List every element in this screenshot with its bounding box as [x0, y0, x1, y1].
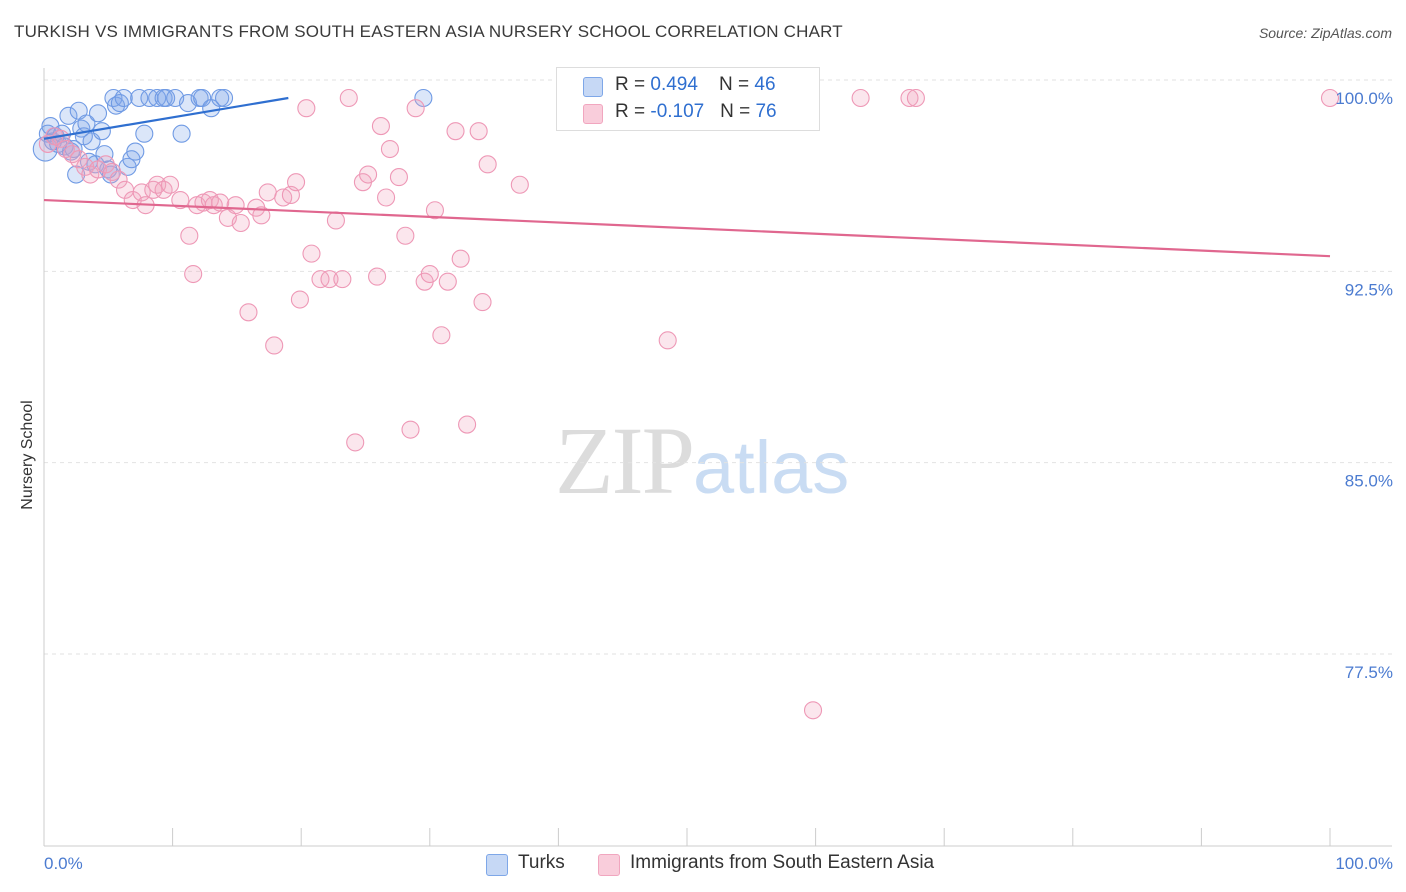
turks-point-39 — [178, 94, 198, 113]
turks-point-31 — [130, 88, 149, 108]
immigrants-point-45 — [333, 270, 352, 289]
immigrants-point-68 — [478, 155, 497, 174]
turks-point-43 — [211, 88, 230, 108]
turks-point-41 — [193, 88, 212, 108]
immigrants-point-60 — [425, 201, 444, 220]
watermark-zip: ZIP — [555, 407, 695, 514]
immigrants-point-53 — [380, 139, 399, 159]
immigrants-point-70 — [658, 331, 677, 350]
immigrants-point-11 — [109, 170, 128, 189]
immigrants-point-21 — [180, 226, 199, 245]
stats-legend: R = 0.494 N = 46 R = -0.107 N = 76 — [556, 67, 820, 131]
immigrants-points — [38, 88, 1340, 720]
immigrants-point-55 — [396, 226, 415, 245]
immigrants-point-66 — [469, 122, 488, 141]
immigrants-point-67 — [473, 293, 492, 312]
immigrants-point-62 — [438, 272, 457, 291]
immigrants-point-65 — [458, 415, 477, 434]
immigrants-point-75 — [1320, 88, 1340, 108]
turks-point-32 — [135, 124, 154, 143]
immigrants-r-label: R = — [615, 101, 651, 122]
turks-n-value: 46 — [754, 74, 776, 95]
immigrants-point-43 — [320, 270, 339, 289]
axes — [43, 68, 1392, 847]
bottom-turks-swatch — [486, 854, 508, 876]
turks-point-8 — [59, 106, 78, 125]
turks-point-27 — [114, 88, 133, 108]
immigrants-r-value: -0.107 — [650, 101, 705, 122]
tick-labels: 77.5% 85.0% 92.5% 100.0% 0.0% 100.0% — [44, 89, 1393, 873]
immigrants-point-30 — [231, 213, 250, 233]
immigrants-point-44 — [326, 211, 345, 230]
immigrants-point-64 — [451, 249, 470, 268]
immigrants-point-20 — [171, 190, 190, 210]
bottom-turks-label: Turks — [518, 852, 565, 873]
immigrants-point-61 — [432, 326, 451, 345]
watermark: ZIPatlas — [555, 405, 849, 516]
immigrants-point-73 — [900, 88, 919, 108]
immigrants-point-49 — [359, 165, 378, 184]
immigrants-point-22 — [184, 264, 203, 284]
immigrants-point-50 — [368, 267, 387, 286]
immigrants-point-40 — [297, 99, 316, 118]
immigrants-point-56 — [401, 420, 420, 439]
turks-swatch — [583, 77, 603, 97]
trend-lines — [43, 96, 1331, 258]
immigrants-point-38 — [287, 173, 306, 192]
bottom-immigrants-label: Immigrants from South Eastern Asia — [630, 852, 935, 873]
immigrants-point-46 — [339, 88, 358, 108]
watermark-atlas: atlas — [693, 426, 850, 509]
immigrants-point-9 — [96, 155, 115, 174]
immigrants-point-74 — [906, 88, 925, 108]
immigrants-point-71 — [803, 701, 823, 720]
turks-trend-line — [43, 96, 289, 140]
turks-r-label: R = — [615, 74, 651, 95]
immigrants-point-29 — [226, 196, 245, 215]
chart-title: TURKISH VS IMMIGRANTS FROM SOUTH EASTERN… — [14, 22, 843, 41]
immigrants-point-63 — [446, 122, 465, 141]
turks-point-44 — [214, 88, 234, 108]
bottom-immigrants-swatch — [598, 854, 620, 876]
immigrants-point-51 — [371, 117, 390, 136]
turks-point-38 — [172, 124, 191, 143]
immigrants-point-31 — [239, 303, 258, 322]
immigrants-point-54 — [389, 168, 408, 187]
y-tick-label-3: 100.0% — [1335, 89, 1393, 108]
y-tick-label-0: 77.5% — [1345, 663, 1393, 682]
turks-n-label: N = — [719, 74, 755, 95]
x-tick-label-1: 100.0% — [1335, 854, 1393, 873]
immigrants-point-72 — [851, 88, 870, 108]
immigrants-n-label: N = — [720, 101, 756, 122]
immigrants-swatch — [583, 104, 603, 124]
immigrants-point-57 — [406, 99, 425, 118]
immigrants-point-35 — [265, 336, 284, 355]
x-tick-label-0: 0.0% — [44, 854, 83, 873]
immigrants-point-52 — [377, 188, 396, 207]
immigrants-trend-line — [43, 198, 1331, 258]
immigrants-point-47 — [346, 433, 365, 452]
immigrants-point-39 — [290, 290, 309, 309]
y-tick-label-2: 92.5% — [1345, 280, 1393, 299]
immigrants-point-41 — [302, 244, 321, 263]
source-credit: Source: ZipAtlas.com — [1258, 25, 1392, 41]
immigrants-point-69 — [510, 175, 529, 194]
immigrants-n-value: 76 — [755, 101, 777, 122]
turks-point-30 — [126, 142, 145, 161]
immigrants-point-5 — [69, 150, 88, 169]
immigrants-point-34 — [258, 183, 277, 202]
immigrants-point-33 — [252, 206, 271, 225]
immigrants-point-59 — [420, 264, 439, 284]
immigrants-point-10 — [103, 162, 122, 182]
y-tick-label-1: 85.0% — [1345, 472, 1393, 491]
turks-r-value: 0.494 — [650, 74, 698, 95]
turks-point-19 — [88, 104, 108, 123]
grid-lines — [44, 79, 1392, 655]
turks-point-45 — [414, 88, 433, 108]
immigrants-point-19 — [160, 175, 180, 194]
